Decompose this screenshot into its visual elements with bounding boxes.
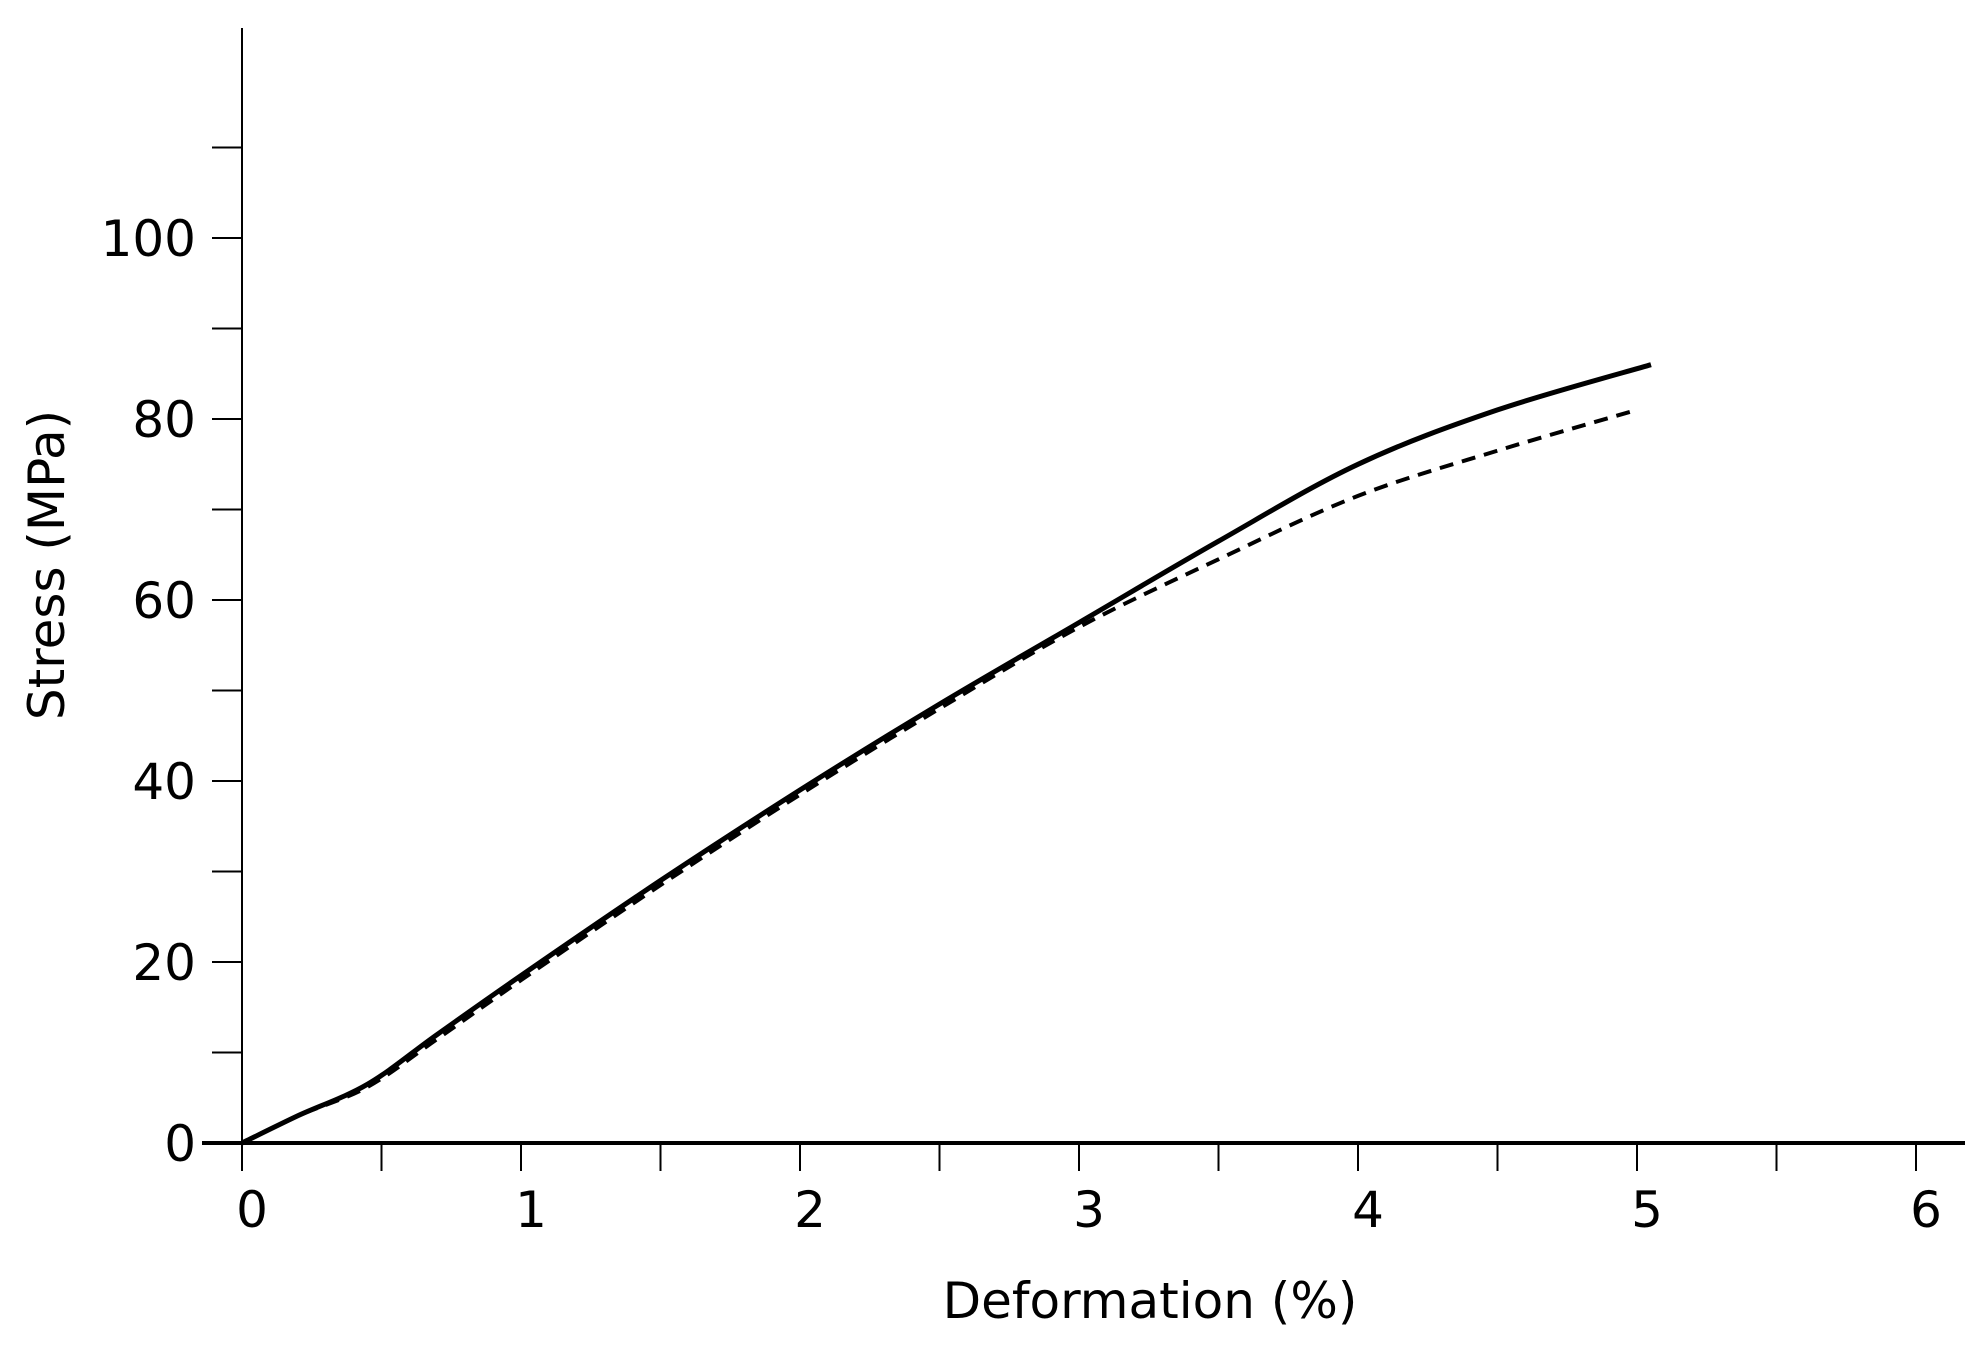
series-layer — [240, 362, 1652, 1146]
y-tick-label: 40 — [132, 753, 196, 811]
x-tick-label: 5 — [1631, 1181, 1663, 1239]
series-line-solid — [240, 362, 1652, 1146]
y-tick-label: 20 — [132, 934, 196, 992]
x-tick-label: 4 — [1352, 1181, 1384, 1239]
y-axis-title: Stress (MPa) — [18, 410, 76, 720]
y-tick-label: 100 — [101, 210, 196, 268]
x-tick-label: 2 — [794, 1181, 826, 1239]
x-tick-label: 1 — [515, 1181, 547, 1239]
x-tick-label: 3 — [1073, 1181, 1105, 1239]
y-tick-label: 0 — [164, 1115, 196, 1173]
y-tick-label: 80 — [132, 391, 196, 449]
series-line-dashed — [241, 407, 1638, 1145]
y-tick-label: 60 — [132, 572, 196, 630]
x-tick-label: 0 — [236, 1181, 268, 1239]
x-axis-title: Deformation (%) — [943, 1272, 1358, 1330]
x-tick-label: 6 — [1910, 1181, 1942, 1239]
